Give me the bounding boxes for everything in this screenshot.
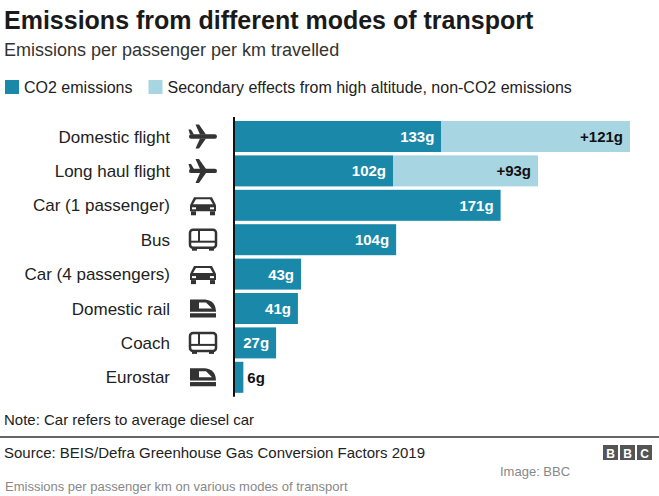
separator: [0, 436, 659, 438]
title: Emissions from different modes of transp…: [4, 6, 534, 34]
data-label: 171g: [459, 197, 493, 214]
bar: [234, 293, 298, 324]
plane-body: [189, 169, 217, 173]
data-label: +121g: [580, 128, 623, 145]
logo-box: [603, 445, 618, 460]
category-label: Car (4 passengers): [24, 265, 170, 284]
train-body: [190, 300, 216, 318]
plane-body: [189, 134, 217, 138]
data-label: 6g: [247, 369, 265, 386]
car-window: [193, 268, 213, 273]
plane-tail: [189, 164, 195, 169]
legend-swatch: [5, 80, 19, 94]
bus-wheel: [192, 248, 197, 251]
train-stripe: [190, 312, 216, 314]
icon-train: [190, 368, 216, 386]
category-label: Domestic flight: [59, 128, 171, 147]
bar: [234, 224, 396, 255]
bar: [234, 190, 501, 221]
data-label: 41g: [265, 300, 291, 317]
legend: CO2 emissions Secondary effects from high…: [5, 79, 572, 96]
plane-tail: [189, 130, 195, 135]
train-stripe: [190, 381, 216, 383]
car-light: [210, 276, 214, 278]
legend-label: Secondary effects from high altitude, no…: [167, 79, 571, 96]
background: [0, 0, 659, 496]
data-label: +93g: [496, 162, 531, 179]
note: Note: Car refers to average diesel car: [4, 411, 254, 428]
train-body: [190, 368, 216, 386]
bar: [234, 259, 301, 290]
icon-bus: [190, 333, 216, 354]
icon-car: [190, 197, 216, 215]
data-label: 133g: [400, 128, 434, 145]
bar: [234, 155, 393, 186]
logo-letter: B: [606, 447, 615, 461]
icon-car: [190, 266, 216, 284]
chart: Emissions from different modes of transp…: [0, 0, 659, 496]
car-light: [192, 276, 196, 278]
car-body: [190, 266, 216, 280]
bars: [234, 121, 630, 393]
logo-letter: C: [640, 447, 649, 461]
car-wheel: [191, 280, 196, 284]
logo: BBC: [603, 445, 652, 461]
credit: Image: BBC: [500, 464, 570, 479]
category-label: Car (1 passenger): [33, 196, 170, 215]
category-label: Domestic rail: [72, 300, 170, 319]
bus-line: [190, 241, 216, 243]
icon-bus: [190, 230, 216, 251]
bar: [441, 121, 630, 152]
icon-plane: [189, 125, 218, 149]
bar: [234, 362, 243, 393]
bus-line: [190, 344, 216, 346]
logo-letter: B: [623, 447, 632, 461]
caption: Emissions per passenger km on various mo…: [5, 479, 348, 494]
bar: [234, 121, 441, 152]
category-label: Long haul flight: [55, 162, 171, 181]
subtitle: Emissions per passenger per km travelled: [4, 40, 339, 60]
bus-wheel: [192, 351, 197, 354]
category-label: Coach: [121, 334, 170, 353]
bar: [393, 155, 538, 186]
car-window: [193, 199, 213, 204]
train-window: [199, 303, 212, 309]
bus-wheel: [209, 351, 214, 354]
plane-wing: [196, 159, 207, 169]
data-labels: 133g 102g 171g 104g 43g 41g 27g 6g +121g +93g: [243, 128, 623, 386]
data-label: 102g: [352, 162, 386, 179]
icon-train: [190, 300, 216, 318]
data-label: 27g: [243, 334, 269, 351]
bus-line: [198, 230, 200, 242]
legend-swatch: [148, 80, 162, 94]
legend-label: CO2 emissions: [24, 79, 132, 96]
car-light: [192, 207, 196, 209]
train-window: [199, 371, 212, 377]
icon-plane: [189, 159, 218, 183]
car-wheel: [191, 211, 196, 215]
plane-wing: [196, 139, 207, 149]
logo-box: [620, 445, 635, 460]
bus-line: [198, 333, 200, 345]
axis-line: [233, 117, 235, 397]
data-label: 43g: [268, 266, 294, 283]
plane-wing: [196, 173, 207, 183]
logo-text: BBC: [606, 447, 649, 461]
bus-body: [190, 333, 216, 351]
plane-wing: [196, 125, 207, 135]
data-label: 104g: [355, 231, 389, 248]
icons: [189, 125, 218, 387]
bus-wheel: [209, 248, 214, 251]
category-label: Eurostar: [106, 368, 171, 387]
bar: [234, 327, 276, 358]
bus-body: [190, 230, 216, 248]
car-light: [210, 207, 214, 209]
car-wheel: [210, 280, 215, 284]
car-wheel: [210, 211, 215, 215]
source: Source: BEIS/Defra Greenhouse Gas Conver…: [4, 444, 425, 461]
logo-box: [637, 445, 652, 460]
car-body: [190, 197, 216, 211]
category-label: Bus: [141, 231, 170, 250]
